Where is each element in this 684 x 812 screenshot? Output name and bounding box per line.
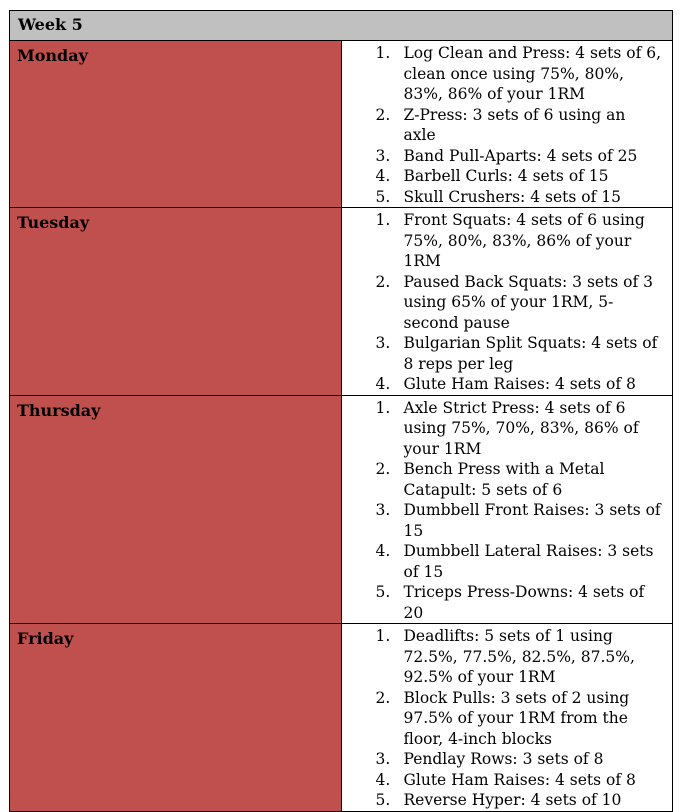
exercise-item: 2. Block Pulls: 3 sets of 2 using 97.5% o… [342,688,663,750]
item-number: 2. [375,272,391,291]
exercise-cell-friday: 1. Deadlifts: 5 sets of 1 using 72.5%, 77… [340,623,673,812]
exercise-text: Glute Ham Raises: 4 sets of 8 [403,770,636,789]
exercise-text: Z-Press: 3 sets of 6 using an axle [403,105,626,145]
exercise-cell-monday: 1. Log Clean and Press: 4 sets of 6, clea… [340,40,673,208]
exercise-item: 1. Axle Strict Press: 4 sets of 6 using 7… [342,398,663,460]
exercise-text: Dumbbell Front Raises: 3 sets of 15 [403,501,661,540]
exercise-item: 4. Glute Ham Raises: 4 sets of 8 [342,770,663,791]
exercise-list-tuesday: 1. Front Squats: 4 sets of 6 using 75%, 8… [342,210,663,395]
item-number: 2. [375,460,391,478]
day-label-tuesday: Tuesday [9,207,342,396]
item-number: 4. [375,770,391,789]
document-page: Week 5 Monday 1. Log Clean and Press: 4 s… [9,10,673,812]
item-number: 1. [375,398,391,417]
item-number: 1. [375,44,391,62]
exercise-item: 3. Bulgarian Split Squats: 4 sets of 8 re… [342,333,663,374]
week-header-row: Week 5 [9,10,673,41]
exercise-item: 3. Band Pull-Aparts: 4 sets of 25 [342,146,663,167]
week-title: Week 5 [9,10,673,41]
exercise-item: 2. Z-Press: 3 sets of 6 using an axle [342,105,663,146]
exercise-text: Barbell Curls: 4 sets of 15 [403,167,609,185]
exercise-list-thursday: 1. Axle Strict Press: 4 sets of 6 using 7… [342,398,663,624]
exercise-list-monday: 1. Log Clean and Press: 4 sets of 6, clea… [342,43,663,207]
exercise-item: 1. Front Squats: 4 sets of 6 using 75%, 8… [342,210,663,272]
item-number: 3. [375,146,391,165]
exercise-text: Deadlifts: 5 sets of 1 using 72.5%, 77.5… [403,627,635,686]
exercise-item: 1. Deadlifts: 5 sets of 1 using 72.5%, 77… [342,626,663,688]
exercise-text: Bench Press with a Metal Catapult: 5 set… [403,460,605,499]
item-number: 5. [375,187,391,206]
item-number: 3. [375,334,391,352]
exercise-text: Triceps Press-Downs: 4 sets of 20 [403,583,645,622]
day-label-monday: Monday [9,40,342,208]
day-row-tuesday: Tuesday 1. Front Squats: 4 sets of 6 usin… [9,207,673,396]
exercise-item: 5. Skull Crushers: 4 sets of 15 [342,187,663,208]
day-label-friday: Friday [9,623,342,812]
exercise-item: 4. Dumbbell Lateral Raises: 3 sets of 15 [342,541,663,582]
day-label-thursday: Thursday [9,394,342,624]
item-number: 3. [375,501,391,519]
exercise-item: 2. Bench Press with a Metal Catapult: 5 s… [342,459,663,500]
exercise-item: 4. Glute Ham Raises: 4 sets of 8 [342,374,663,395]
item-number: 1. [375,627,391,645]
item-number: 3. [375,750,391,768]
exercise-item: 3. Pendlay Rows: 3 sets of 8 [342,749,663,770]
exercise-text: Glute Ham Raises: 4 sets of 8 [403,375,636,393]
exercise-text: Dumbbell Lateral Raises: 3 sets of 15 [403,542,654,581]
exercise-item: 4. Barbell Curls: 4 sets of 15 [342,166,663,187]
exercise-text: Pendlay Rows: 3 sets of 8 [403,750,604,768]
item-number: 2. [375,105,391,124]
exercise-cell-tuesday: 1. Front Squats: 4 sets of 6 using 75%, 8… [340,207,673,396]
item-number: 5. [375,583,391,601]
exercise-item: 5. Triceps Press-Downs: 4 sets of 20 [342,582,663,623]
item-number: 2. [375,688,391,707]
exercise-text: Front Squats: 4 sets of 6 using 75%, 80%… [403,211,645,270]
exercise-cell-thursday: 1. Axle Strict Press: 4 sets of 6 using 7… [340,394,673,624]
exercise-text: Axle Strict Press: 4 sets of 6 using 75%… [403,398,639,458]
exercise-text: Reverse Hyper: 4 sets of 10 [403,791,622,809]
exercise-item: 3. Dumbbell Front Raises: 3 sets of 15 [342,500,663,541]
exercise-text: Block Pulls: 3 sets of 2 using 97.5% of … [403,688,630,748]
exercise-text: Paused Back Squats: 3 sets of 3 using 65… [403,272,654,332]
workout-table: Week 5 Monday 1. Log Clean and Press: 4 s… [9,10,673,812]
item-number: 4. [375,375,391,393]
item-number: 1. [375,211,391,229]
exercise-text: Bulgarian Split Squats: 4 sets of 8 reps… [403,334,658,373]
day-row-monday: Monday 1. Log Clean and Press: 4 sets of … [9,40,673,208]
exercise-item: 5. Reverse Hyper: 4 sets of 10 [342,790,663,811]
exercise-text: Band Pull-Aparts: 4 sets of 25 [403,146,638,165]
exercise-text: Skull Crushers: 4 sets of 15 [403,187,621,206]
exercise-item: 2. Paused Back Squats: 3 sets of 3 using … [342,272,663,334]
item-number: 4. [375,542,391,560]
item-number: 5. [375,791,391,809]
exercise-text: Log Clean and Press: 4 sets of 6, clean … [403,44,662,103]
item-number: 4. [375,167,391,185]
exercise-list-friday: 1. Deadlifts: 5 sets of 1 using 72.5%, 77… [342,626,663,811]
day-row-thursday: Thursday 1. Axle Strict Press: 4 sets of … [9,394,673,624]
day-row-friday: Friday 1. Deadlifts: 5 sets of 1 using 72… [9,623,673,812]
exercise-item: 1. Log Clean and Press: 4 sets of 6, clea… [342,43,663,105]
